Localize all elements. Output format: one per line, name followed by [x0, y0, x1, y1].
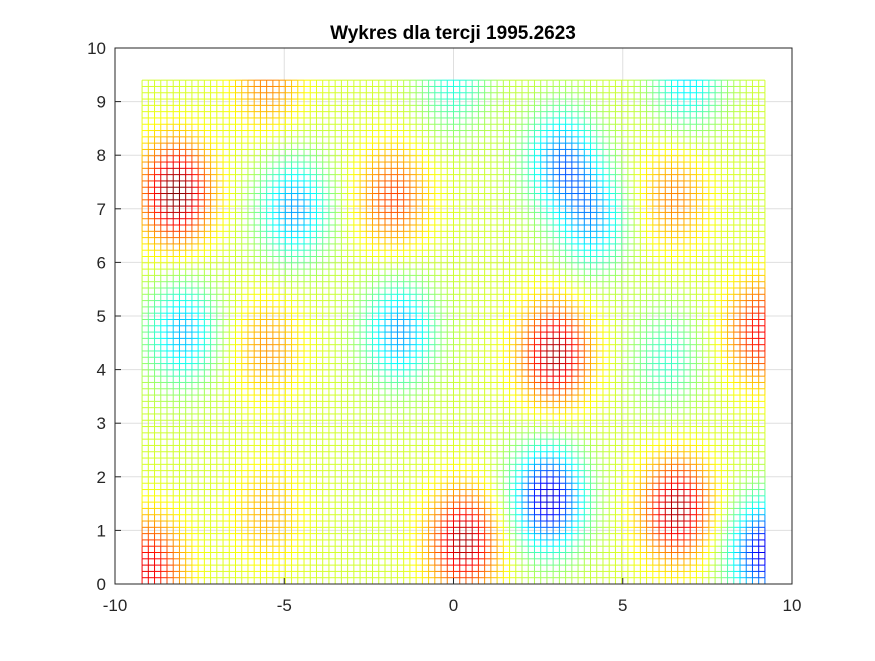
mesh-surface [142, 80, 765, 584]
